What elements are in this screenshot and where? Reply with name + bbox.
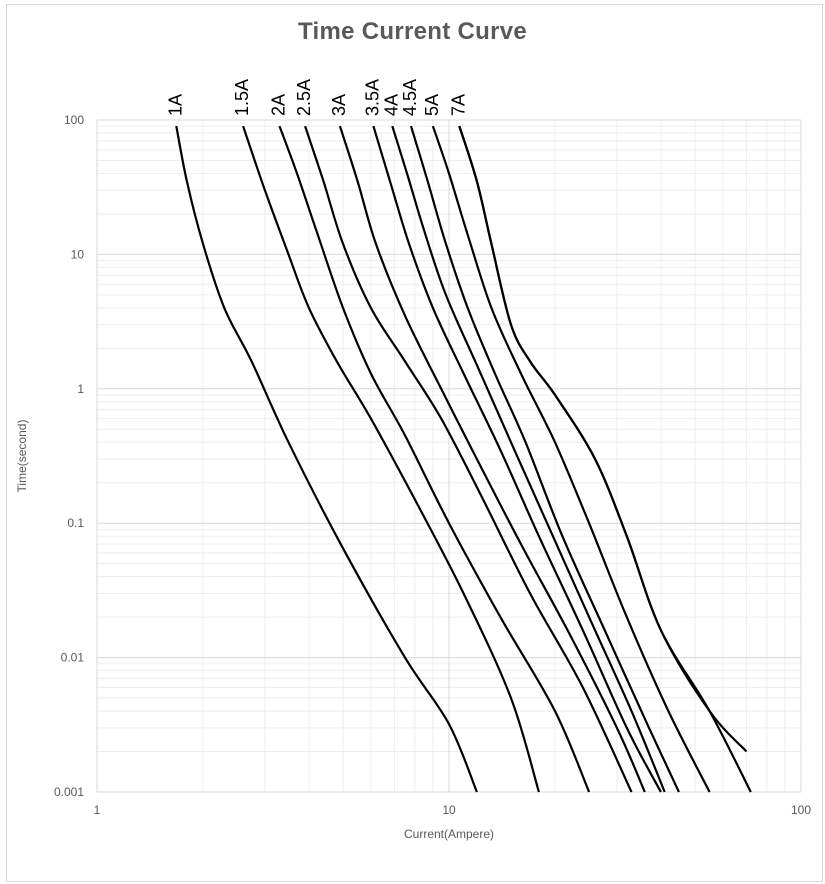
curve-label: 2A <box>269 94 289 116</box>
y-tick-label: 0.1 <box>67 516 84 530</box>
chart-title: Time Current Curve <box>297 18 528 45</box>
curve-label: 4.5A <box>400 79 420 116</box>
x-tick-label: 10 <box>442 803 456 817</box>
y-tick-label: 10 <box>71 247 85 261</box>
x-axis-ticks: 1 10 100 <box>94 803 812 817</box>
curve-label: 4A <box>381 94 401 116</box>
curve-unlabeled <box>458 125 752 793</box>
curve-3A <box>338 125 646 793</box>
y-tick-label: 100 <box>64 113 84 127</box>
x-tick-label: 100 <box>791 803 811 817</box>
y-tick-label: 0.01 <box>61 651 85 665</box>
curve-label: 3.5A <box>362 79 382 116</box>
y-axis-ticks: 0.001 0.01 0.1 1 10 100 <box>54 113 84 799</box>
curve-label: 7A <box>448 94 468 116</box>
curve-label: 3A <box>329 94 349 116</box>
curve-4A <box>391 125 666 793</box>
y-tick-label: 0.001 <box>54 785 84 799</box>
curve-4.5A <box>409 125 680 793</box>
curve-label: 2.5A <box>294 79 314 116</box>
curve-3.5A <box>372 125 662 793</box>
y-tick-label: 1 <box>77 382 84 396</box>
curves <box>175 125 752 793</box>
curve-label: 1.5A <box>232 79 252 116</box>
curve-5A <box>431 125 711 793</box>
x-tick-label: 1 <box>94 803 101 817</box>
curve-1.5A <box>242 125 540 793</box>
y-axis-title: Time(second) <box>15 420 29 493</box>
curve-1A <box>175 125 478 793</box>
curve-2A <box>278 125 591 793</box>
curve-2.5A <box>304 125 633 793</box>
curve-label: 5A <box>422 94 442 116</box>
x-axis-title: Current(Ampere) <box>404 827 494 841</box>
curve-label: 1A <box>165 94 185 116</box>
